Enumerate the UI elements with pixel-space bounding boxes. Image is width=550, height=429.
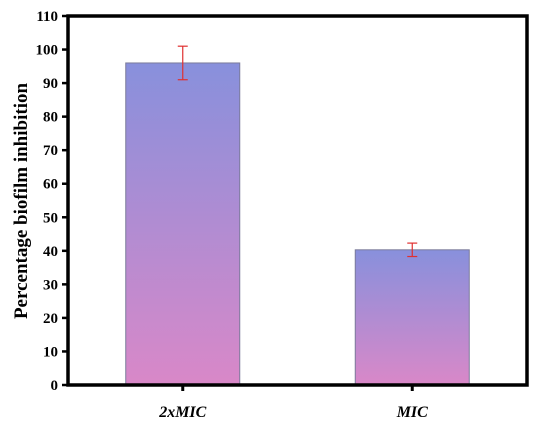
x-tick-label-mic: MIC (396, 404, 428, 421)
y-tick-label-30: 30 (43, 277, 58, 293)
axes-layer (66, 14, 529, 387)
bar-mic (354, 249, 470, 386)
y-tick-label-100: 100 (36, 43, 59, 59)
y-tick-label-40: 40 (43, 244, 58, 260)
x-tick-label-2xmic: 2xMIC (158, 404, 206, 421)
y-tick-label-110: 110 (36, 9, 58, 25)
y-tick-label-20: 20 (43, 311, 58, 327)
y-tick-label-90: 90 (43, 76, 58, 92)
y-tick-label-70: 70 (43, 143, 58, 159)
y-axis-title: Percentage biofilm inhibition (11, 83, 32, 320)
y-tick-label-80: 80 (43, 110, 58, 126)
y-tick-label-0: 0 (51, 378, 59, 394)
error-bars-layer (177, 45, 418, 258)
y-tick-label-50: 50 (43, 210, 58, 226)
ticks-layer: 2xMIC MIC 0 10 20 30 40 50 60 70 80 90 100 110 (36, 9, 429, 421)
bar-2xmic (125, 62, 241, 386)
bars-layer (125, 62, 470, 386)
y-tick-label-10: 10 (43, 344, 58, 360)
y-tick-label-60: 60 (43, 177, 58, 193)
plot-frame (66, 14, 529, 387)
